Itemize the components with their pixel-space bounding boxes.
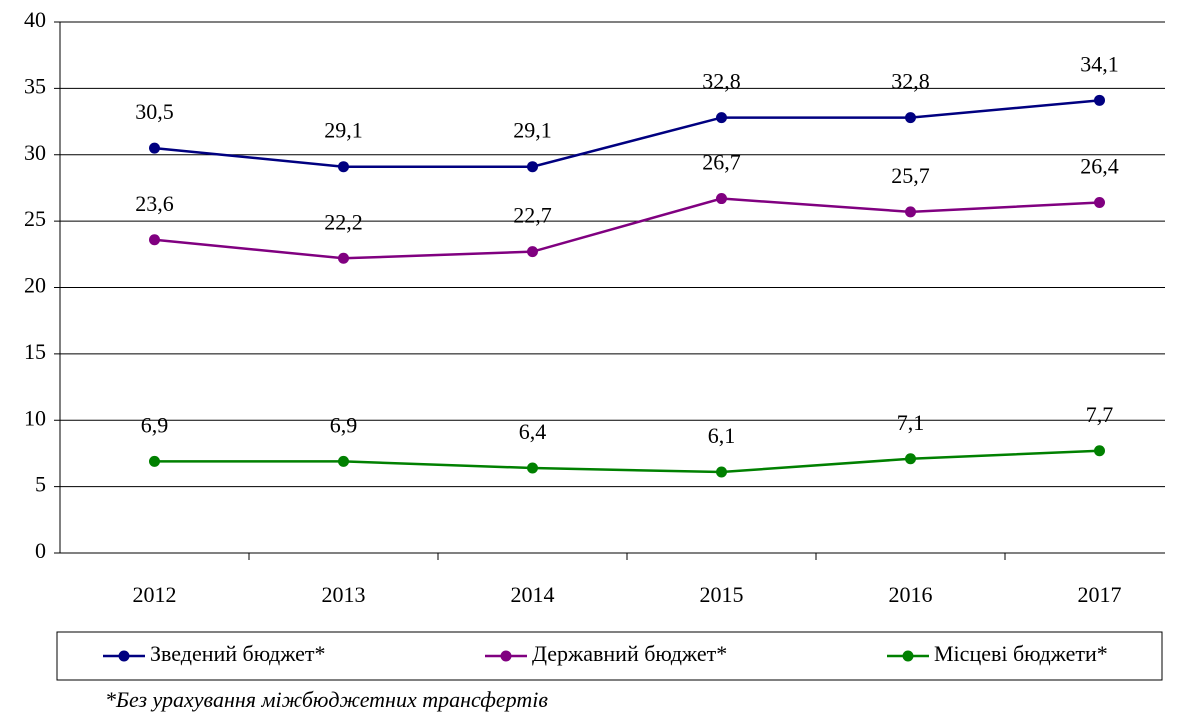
data-point xyxy=(905,206,916,218)
x-tick-label: 2017 xyxy=(1078,582,1122,607)
data-label: 7,1 xyxy=(897,410,925,435)
data-label: 22,2 xyxy=(324,209,363,234)
data-point xyxy=(149,455,160,467)
data-label: 29,1 xyxy=(324,118,363,143)
legend-label: Місцеві бюджети* xyxy=(934,641,1108,666)
data-point xyxy=(1094,197,1105,209)
data-point xyxy=(338,455,349,467)
data-label: 32,8 xyxy=(891,69,930,94)
data-label: 30,5 xyxy=(135,99,174,124)
data-point xyxy=(905,453,916,465)
data-label: 6,4 xyxy=(519,419,547,444)
y-tick-label: 30 xyxy=(24,140,46,165)
data-label: 26,7 xyxy=(702,150,741,175)
y-tick-label: 0 xyxy=(35,538,46,563)
series-line xyxy=(154,449,1100,474)
data-point xyxy=(716,112,727,124)
series-line xyxy=(154,99,1100,168)
y-tick-label: 25 xyxy=(24,206,46,231)
x-tick-label: 2016 xyxy=(889,582,933,607)
data-label: 26,4 xyxy=(1080,154,1119,179)
x-tick-label: 2012 xyxy=(133,582,177,607)
data-label: 32,8 xyxy=(702,69,741,94)
data-label: 6,9 xyxy=(330,412,358,437)
data-label: 23,6 xyxy=(135,191,174,216)
data-point xyxy=(1094,94,1105,106)
y-tick-label: 5 xyxy=(35,472,46,497)
x-tick-label: 2013 xyxy=(322,582,366,607)
footnote: *Без урахування міжбюджетних трансфертів xyxy=(105,687,548,712)
y-tick-label: 40 xyxy=(24,7,46,32)
data-label: 6,1 xyxy=(708,423,736,448)
series-line xyxy=(154,197,1100,260)
y-tick-label: 10 xyxy=(24,405,46,430)
data-label: 7,7 xyxy=(1086,402,1114,427)
data-label: 29,1 xyxy=(513,118,552,143)
legend-marker xyxy=(902,650,914,662)
data-label: 25,7 xyxy=(891,163,930,188)
legend-marker xyxy=(118,650,130,662)
data-label: 34,1 xyxy=(1080,51,1119,76)
legend-label: Зведений бюджет* xyxy=(150,641,326,666)
data-point xyxy=(527,462,538,474)
y-tick-label: 20 xyxy=(24,273,46,298)
data-point xyxy=(716,193,727,205)
data-point xyxy=(338,161,349,173)
y-tick-label: 35 xyxy=(24,73,46,98)
x-tick-label: 2015 xyxy=(700,582,744,607)
data-point xyxy=(716,466,727,478)
data-point xyxy=(149,142,160,154)
data-point xyxy=(527,246,538,258)
data-label: 22,7 xyxy=(513,203,552,228)
x-tick-label: 2014 xyxy=(511,582,555,607)
legend-marker xyxy=(500,650,512,662)
data-point xyxy=(905,112,916,124)
data-point xyxy=(527,161,538,173)
legend-box xyxy=(56,631,1163,681)
legend-label: Державний бюджет* xyxy=(532,641,727,666)
data-point xyxy=(149,234,160,246)
data-point xyxy=(1094,445,1105,457)
data-label: 6,9 xyxy=(141,412,169,437)
data-point xyxy=(338,252,349,264)
y-tick-label: 15 xyxy=(24,339,46,364)
